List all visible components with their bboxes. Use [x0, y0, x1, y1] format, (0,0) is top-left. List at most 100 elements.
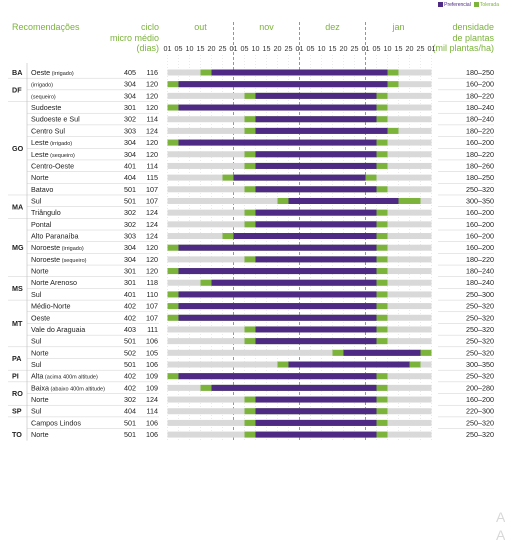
- micro-value: 302: [124, 395, 136, 404]
- preferred-bar: [233, 233, 377, 240]
- density-value: 180–220: [466, 91, 494, 100]
- region-label: Sul: [31, 290, 42, 299]
- region-label: Norte: [31, 267, 49, 276]
- cycle-value: 107: [146, 302, 158, 311]
- table-row: Alta (acima 400m altitude) 402 109 250–320: [27, 369, 494, 381]
- period-tick-label: 20: [406, 44, 414, 53]
- table-row: Sul 501 107 300–350: [27, 194, 494, 205]
- table-row: Norte 301 120 180–240: [27, 264, 494, 276]
- region-label: Sul: [31, 360, 42, 369]
- state-label-mg: MG: [12, 243, 24, 252]
- region-label: Alto Paranaíba: [31, 232, 79, 241]
- table-row: Oeste (irrigado) 405 116 180–250: [31, 68, 494, 77]
- table-row: Leste (irrigado) 304 120 160–200: [27, 136, 494, 147]
- state-label-mt: MT: [12, 319, 23, 328]
- density-value: 160–200: [466, 395, 494, 404]
- preferred-bar: [178, 303, 377, 310]
- micro-value: 402: [124, 302, 136, 311]
- density-value: 160–200: [466, 138, 494, 147]
- cycle-value: 124: [146, 395, 158, 404]
- density-value: 160–200: [466, 220, 494, 229]
- header-recommendations: Recomendações: [12, 22, 80, 32]
- period-tick-label: 25: [219, 44, 227, 53]
- density-value: 180–240: [466, 267, 494, 276]
- legend-label-tolerated: Tolerada: [479, 2, 499, 8]
- state-label-go: GO: [12, 144, 24, 153]
- legend-item-preferred: Preferencial: [438, 2, 471, 8]
- density-value: 250–320: [466, 430, 494, 439]
- month-label-dez: dez: [325, 22, 340, 32]
- state-labels: BA DF GO MA MG MS MT PA PI RO SP TO: [8, 63, 28, 441]
- micro-value: 501: [124, 185, 136, 194]
- density-value: 180–220: [466, 126, 494, 135]
- density-value: 160–200: [466, 232, 494, 241]
- period-tick-label: 05: [307, 44, 315, 53]
- micro-value: 302: [124, 220, 136, 229]
- preferred-bar: [288, 197, 399, 204]
- period-tick-label: 15: [197, 44, 205, 53]
- legend-label-preferred: Preferencial: [444, 2, 471, 8]
- region-label: Sul: [31, 407, 42, 416]
- density-value: 250–320: [466, 348, 494, 357]
- region-label: Médio-Norte: [31, 302, 71, 311]
- density-value: 220–300: [466, 407, 494, 416]
- period-tick-label: 20: [340, 44, 348, 53]
- header-cycle-line3: (dias): [136, 43, 159, 53]
- micro-value: 402: [124, 313, 136, 322]
- table-row: Sul 404 114 220–300: [27, 404, 494, 416]
- micro-value: 304: [124, 243, 136, 252]
- region-label: Sudoeste e Sul: [31, 115, 80, 124]
- legend-swatch-tolerated: [473, 2, 479, 8]
- period-tick-label: 20: [208, 44, 216, 53]
- table-row: Sul 401 110 250–300: [27, 288, 494, 299]
- region-label: Norte: [31, 395, 49, 404]
- state-label-df: DF: [12, 86, 22, 95]
- preferred-bar: [178, 139, 377, 146]
- region-label: Vale do Araguaia: [31, 325, 85, 334]
- preferred-bar: [255, 338, 377, 345]
- micro-value: 501: [124, 430, 136, 439]
- header-density-line2: de plantas: [452, 33, 494, 43]
- micro-value: 501: [124, 418, 136, 427]
- density-value: 180–240: [466, 115, 494, 124]
- micro-value: 404: [124, 173, 136, 182]
- micro-value: 501: [124, 196, 136, 205]
- cycle-value: 120: [146, 103, 158, 112]
- table-row: (irrigado) 304 120 160–200: [27, 77, 494, 89]
- micro-value: 401: [124, 161, 136, 170]
- table-row: Sul 501 106 300–350: [27, 358, 494, 369]
- micro-value: 404: [124, 407, 136, 416]
- preferred-bar: [255, 162, 377, 169]
- header-cycle-line2: micro médio: [110, 33, 159, 43]
- cycle-value: 114: [147, 407, 158, 416]
- period-tick-label: 05: [241, 44, 249, 53]
- micro-value: 501: [124, 337, 136, 346]
- preferred-bar: [288, 361, 410, 368]
- period-tick-label: 05: [373, 44, 381, 53]
- region-label: Norte Arenoso: [31, 278, 77, 287]
- preferred-bar: [178, 104, 377, 111]
- table-row: Sul 501 106 250–320: [27, 334, 494, 346]
- region-label: Sudoeste: [31, 103, 61, 112]
- state-label-pi: PI: [12, 372, 19, 381]
- preferred-bar: [211, 384, 377, 391]
- timeline-track: [167, 349, 432, 356]
- cycle-value: 124: [146, 126, 158, 135]
- table-rows: Oeste (irrigado) 405 116 180–250 (irrigado) 3…: [27, 68, 494, 439]
- table-row: Leste (sequeiro) 304 120 180–220: [27, 148, 494, 159]
- period-tick-label: 15: [395, 44, 403, 53]
- table-row: Vale do Araguaia 403 111 250–320: [27, 323, 494, 334]
- month-header-group: out nov dez jan: [194, 22, 404, 32]
- micro-value: 304: [124, 150, 136, 159]
- density-value: 300–350: [466, 196, 494, 205]
- legend-swatch-preferred: [438, 2, 444, 8]
- table-row: Norte 501 106 250–320: [27, 428, 494, 439]
- table-row: Triângulo 302 124 160–200: [27, 206, 494, 217]
- cycle-value: 118: [147, 278, 158, 287]
- micro-value: 303: [124, 232, 136, 241]
- preferred-bar: [255, 431, 377, 438]
- region-label: Triângulo: [31, 208, 61, 217]
- region-label: Leste (sequeiro): [31, 150, 75, 159]
- cycle-value: 106: [146, 418, 158, 427]
- preferred-bar: [255, 116, 377, 123]
